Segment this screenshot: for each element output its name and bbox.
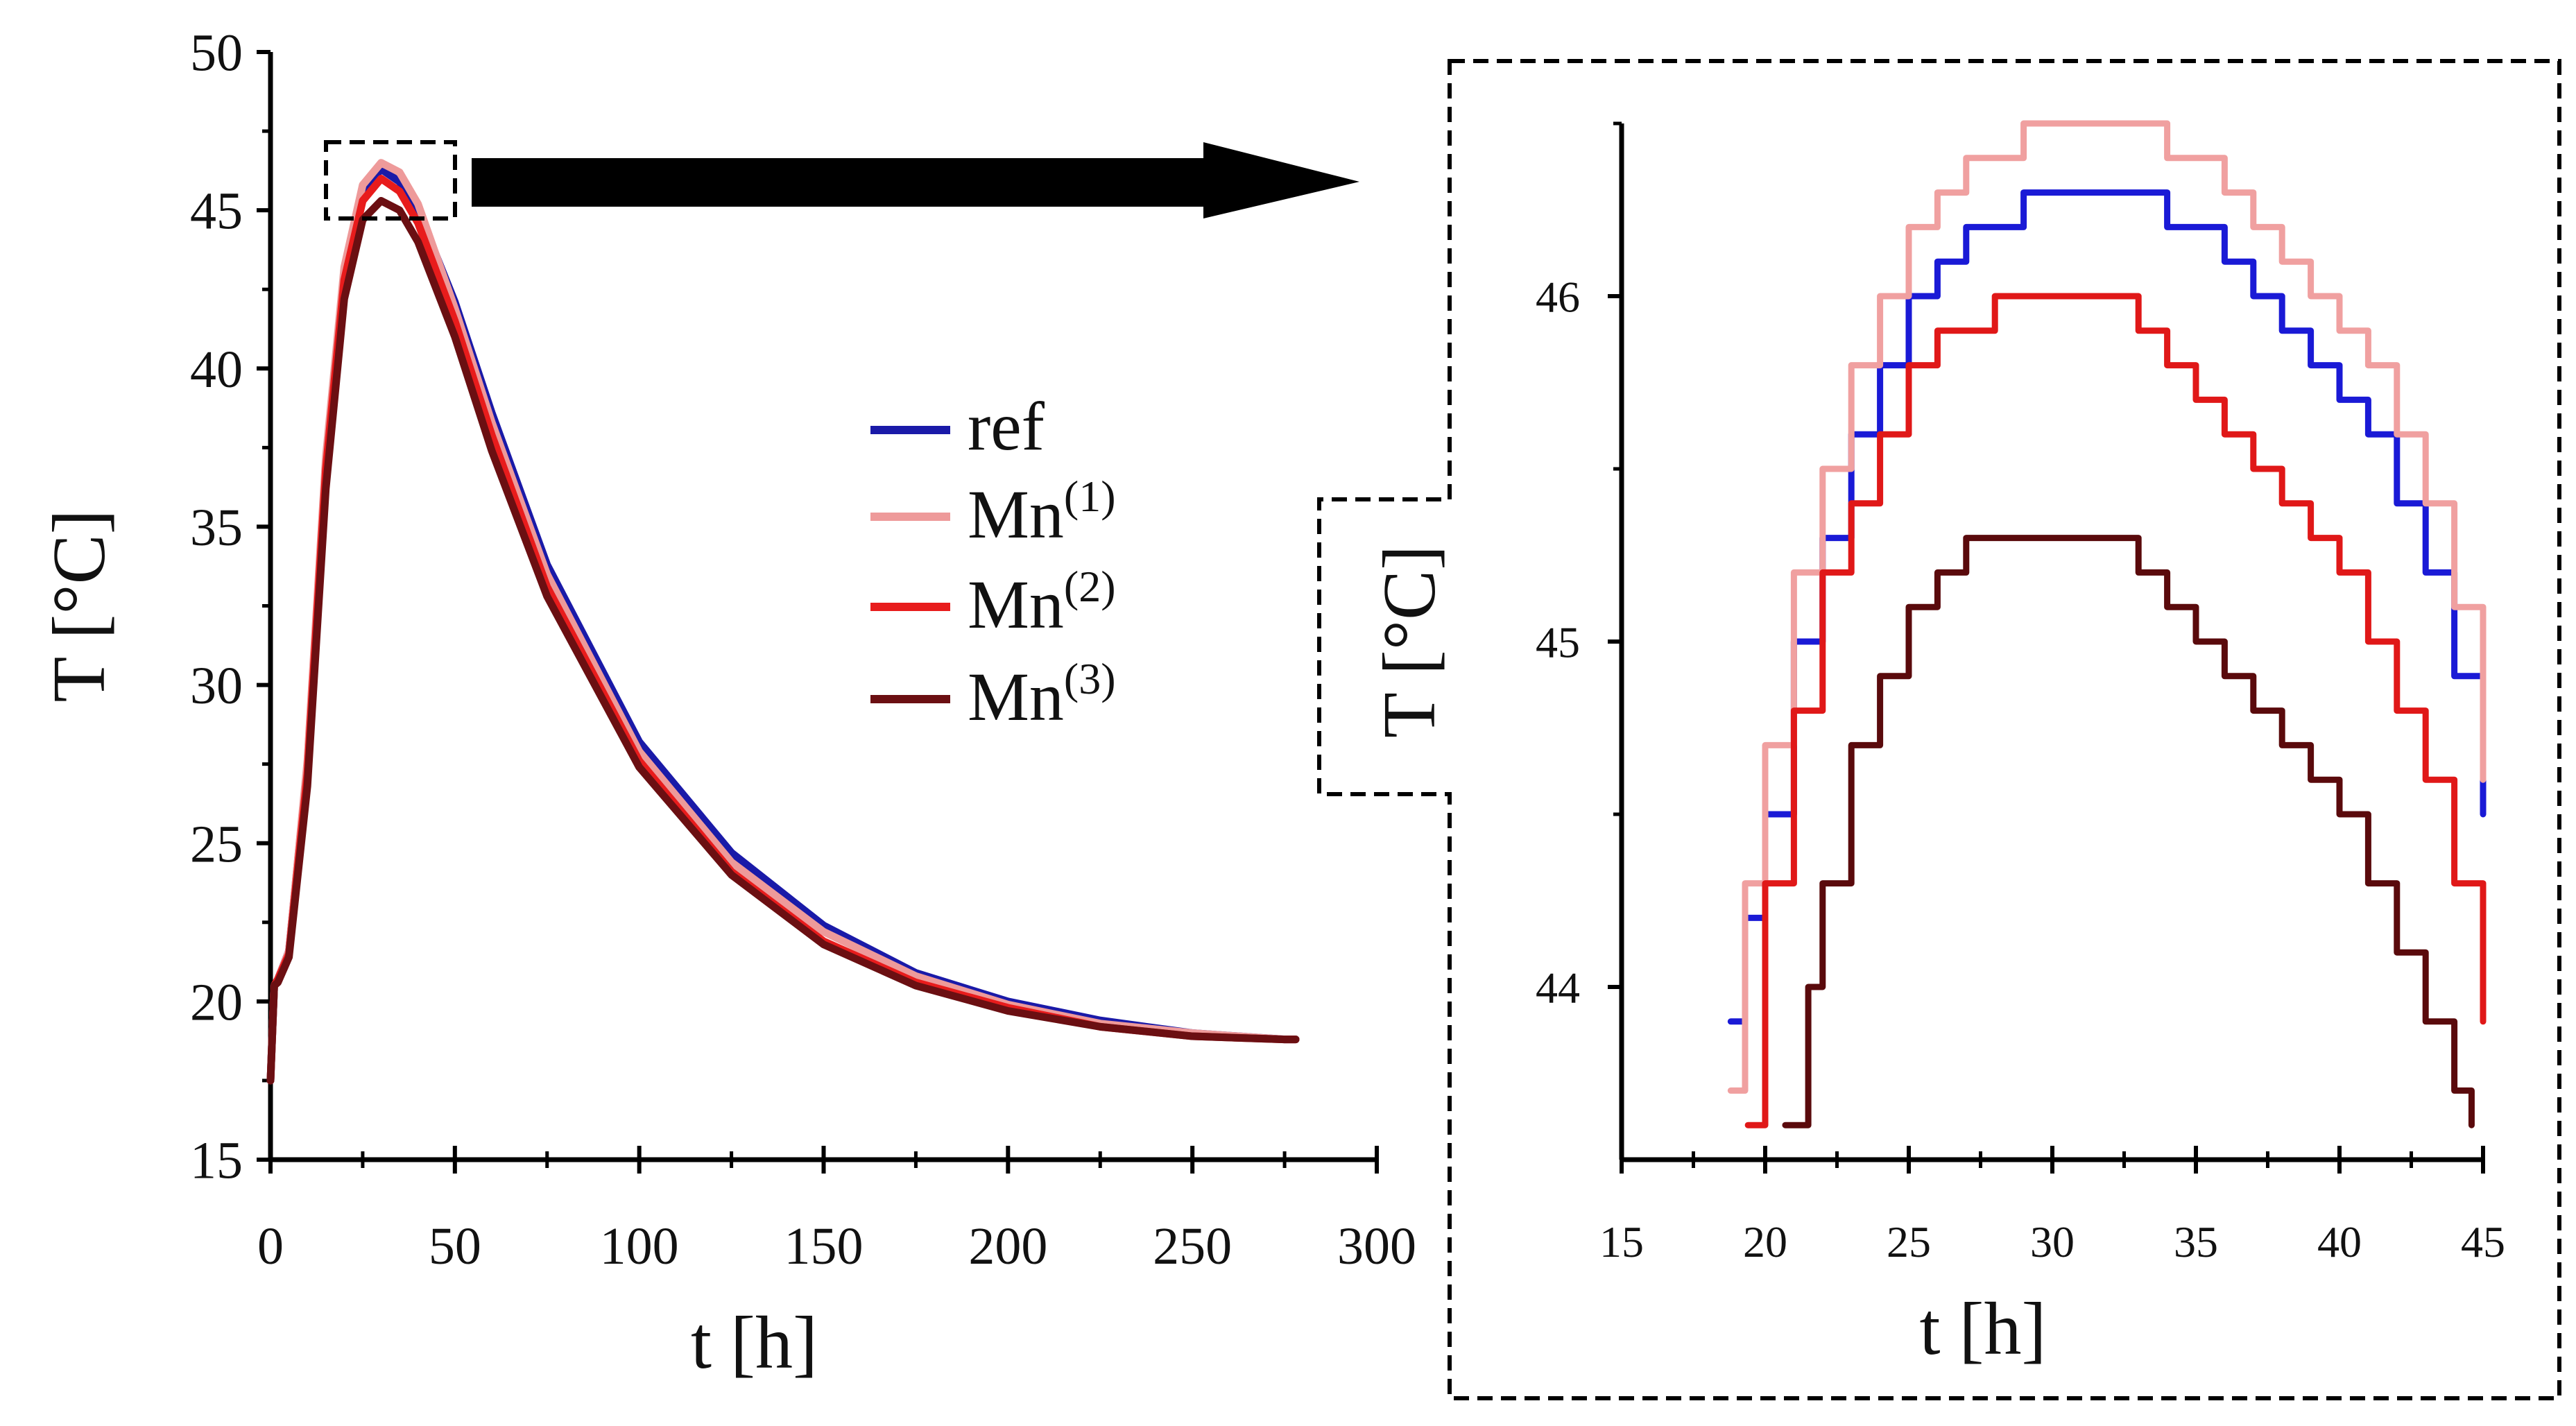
inset-x-tick-label: 30 [2030, 1217, 2075, 1266]
main-x-tick-label: 100 [600, 1217, 679, 1275]
main-y-axis-label: T [°C] [38, 509, 121, 702]
inset-y-tick-label: 45 [1536, 617, 1580, 667]
inset-x-tick-label: 15 [1599, 1217, 1644, 1266]
main-y-tick-label: 40 [190, 341, 243, 399]
main-y-tick-label: 30 [190, 657, 243, 715]
inset-chart: 15 20 25 30 35 40 45 44 45 46 t [h] T [°C] [1368, 120, 2505, 1371]
inset-x-tick-label: 40 [2317, 1217, 2362, 1266]
main-x-tick-label: 250 [1153, 1217, 1232, 1275]
main-chart: 0 50 100 150 200 250 300 15 20 25 30 35 40 45 50 t [h] T… [38, 24, 1416, 1384]
inset-y-axis-label: T [°C] [1368, 545, 1451, 738]
legend-label-mn2: Mn(2) [968, 562, 1116, 643]
inset-x-axis-label: t [h] [1920, 1288, 2047, 1371]
main-y-tick-label: 15 [190, 1132, 243, 1190]
inset-series-mn1 [1727, 120, 2487, 1094]
inset-x-tick-label: 45 [2461, 1217, 2505, 1266]
main-y-tick-label: 35 [190, 499, 243, 557]
main-x-tick-label: 200 [968, 1217, 1047, 1275]
main-x-tick-label: 300 [1337, 1217, 1416, 1275]
zoom-region-box [324, 140, 457, 221]
main-x-axis-label: t [h] [691, 1302, 818, 1384]
inset-x-tick-label: 35 [2174, 1217, 2218, 1266]
inset-frame [1317, 59, 2561, 1400]
main-y-tick-label: 25 [190, 815, 243, 873]
inset-x-tick-label: 20 [1743, 1217, 1787, 1266]
inset-x-tick-label: 25 [1887, 1217, 1931, 1266]
main-y-tick-label: 45 [190, 182, 243, 241]
main-x-tick-label: 50 [429, 1217, 481, 1275]
main-y-tick-label: 50 [190, 24, 243, 83]
main-x-tick-label: 0 [257, 1217, 284, 1275]
legend-label-ref: ref [968, 388, 1045, 465]
main-series-mn2 [266, 175, 1300, 1085]
legend: ref Mn(1) Mn(2) Mn(3) [870, 388, 1116, 735]
main-series-mn1 [266, 159, 1300, 1085]
inset-y-tick-label: 44 [1536, 963, 1580, 1012]
main-y-tick-label: 20 [190, 973, 243, 1031]
zoom-arrow [472, 142, 1359, 218]
legend-label-mn1: Mn(1) [968, 472, 1116, 553]
inset-series-mn3 [1782, 535, 2475, 1128]
main-x-tick-label: 150 [784, 1217, 864, 1275]
inset-y-tick-label: 46 [1536, 272, 1580, 321]
main-series-ref [266, 165, 1300, 1085]
legend-label-mn3: Mn(3) [968, 654, 1116, 735]
main-series-mn3 [266, 196, 1300, 1085]
inset-series-mn2 [1744, 293, 2487, 1128]
